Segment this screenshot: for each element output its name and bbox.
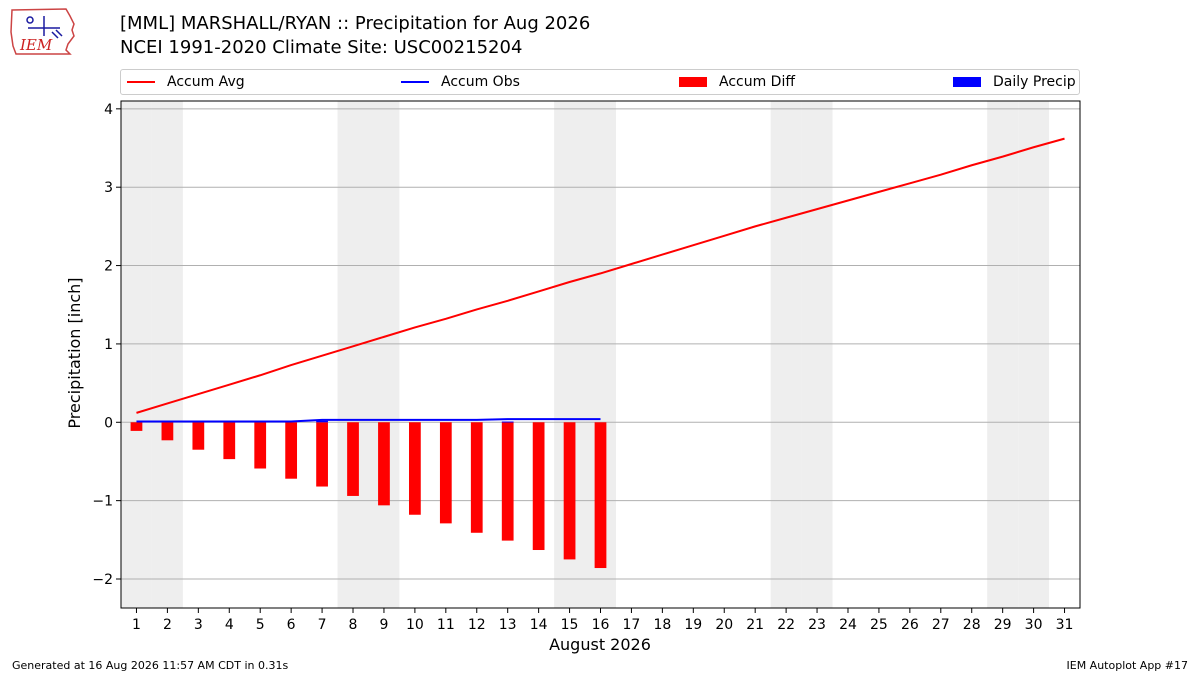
lines (136, 137, 1065, 423)
y-tick-label-0: −2 (92, 572, 113, 588)
shade-day-8 (337, 101, 369, 608)
accum-diff-bar-4 (223, 422, 236, 460)
x-axis-label: August 2026 (549, 635, 651, 654)
legend-label-accum-obs: Accum Obs (441, 74, 520, 90)
x-tick-label-24: 24 (839, 617, 857, 633)
y-axis: −2 −1 0 1 2 3 4 (92, 102, 121, 588)
x-tick-label-1: 1 (132, 617, 141, 633)
accum-diff-bar-5 (254, 422, 267, 469)
x-tick-label-7: 7 (318, 617, 327, 633)
x-tick-label-21: 21 (746, 617, 764, 633)
x-tick-label-14: 14 (530, 617, 548, 633)
accum-diff-bar-8 (347, 422, 359, 496)
weather-station-icon (26, 16, 63, 39)
x-tick-label-17: 17 (623, 617, 641, 633)
x-tick-label-3: 3 (194, 617, 203, 633)
iem-logo-text: IEM (19, 36, 53, 54)
x-tick-label-26: 26 (901, 617, 919, 633)
legend: Accum Avg Accum Obs Accum Diff Daily Pre… (120, 69, 1080, 95)
legend-label-accum-avg: Accum Avg (167, 74, 245, 90)
accum-diff-bar-10 (409, 422, 421, 515)
shade-day-2 (151, 101, 183, 608)
legend-swatch-accum-obs (401, 81, 429, 83)
shade-day-23 (801, 101, 833, 608)
bars (130, 420, 607, 569)
x-tick-label-19: 19 (684, 617, 702, 633)
accum-diff-bar-12 (470, 422, 483, 533)
footer-app: IEM Autoplot App #17 (1066, 659, 1189, 672)
x-tick-label-25: 25 (870, 617, 888, 633)
x-tick-label-31: 31 (1056, 617, 1074, 633)
footer-generated: Generated at 16 Aug 2026 11:57 AM CDT in… (12, 659, 289, 672)
x-tick-label-28: 28 (963, 617, 981, 633)
legend-item-daily-precip: Daily Precip (953, 70, 1076, 94)
weekend-shading (121, 101, 1050, 608)
y-tick-label-5: 3 (104, 180, 113, 196)
daily-precip-bar-7 (316, 420, 328, 423)
x-tick-label-5: 5 (256, 617, 265, 633)
legend-swatch-accum-diff (679, 77, 707, 87)
legend-swatch-accum-avg (127, 81, 155, 83)
y-tick-label-2: 0 (104, 415, 113, 431)
accum-diff-bar-15 (563, 422, 576, 560)
legend-item-accum-obs: Accum Obs (401, 70, 520, 94)
legend-swatch-daily-precip (953, 77, 981, 87)
x-tick-label-18: 18 (653, 617, 671, 633)
legend-label-daily-precip: Daily Precip (993, 74, 1076, 90)
y-tick-label-6: 4 (104, 102, 113, 118)
accum-diff-bar-7 (316, 422, 328, 487)
x-tick-label-16: 16 (592, 617, 610, 633)
x-tick-label-4: 4 (225, 617, 234, 633)
accum-diff-bar-16 (594, 422, 607, 569)
accum-diff-bar-3 (192, 422, 205, 450)
x-tick-label-27: 27 (932, 617, 950, 633)
x-tick-label-13: 13 (499, 617, 517, 633)
daily-precip-bar-13 (501, 421, 514, 423)
x-tick-label-9: 9 (379, 617, 388, 633)
accum-diff-bar-6 (285, 422, 298, 479)
y-tick-label-3: 1 (104, 337, 113, 353)
iem-logo: IEM (10, 8, 75, 55)
accum-diff-bar-14 (532, 422, 545, 551)
legend-item-accum-avg: Accum Avg (127, 70, 245, 94)
legend-label-accum-diff: Accum Diff (719, 74, 796, 90)
shade-day-30 (1018, 101, 1050, 608)
x-tick-label-22: 22 (777, 617, 795, 633)
x-tick-label-23: 23 (808, 617, 826, 633)
accum-obs-line (136, 418, 601, 423)
y-tick-label-4: 2 (104, 259, 113, 275)
x-tick-label-10: 10 (406, 617, 424, 633)
shade-day-29 (987, 101, 1019, 608)
x-tick-label-8: 8 (349, 617, 358, 633)
shade-day-1 (121, 101, 152, 608)
x-tick-label-6: 6 (287, 617, 296, 633)
x-axis: 1 2 3 4 5 6 7 8 9 10 11 12 13 14 15 16 17 18 19 20 21 22 23 24 2… (132, 608, 1073, 633)
chart-title: [MML] MARSHALL/RYAN :: Precipitation for… (120, 13, 591, 34)
y-tick-label-1: −1 (92, 494, 113, 510)
accum-diff-bar-9 (378, 422, 390, 506)
x-tick-label-15: 15 (561, 617, 579, 633)
accum-diff-bar-11 (439, 422, 452, 524)
legend-item-accum-diff: Accum Diff (679, 70, 795, 94)
chart-subtitle: NCEI 1991-2020 Climate Site: USC00215204 (120, 37, 523, 58)
x-tick-label-29: 29 (994, 617, 1012, 633)
accum-diff-bar-2 (161, 422, 174, 441)
shade-day-22 (770, 101, 802, 608)
accum-diff-bar-13 (501, 422, 514, 541)
accum-avg-line (136, 137, 1065, 414)
shade-day-9 (368, 101, 400, 608)
x-tick-label-30: 30 (1025, 617, 1043, 633)
y-axis-label: Precipitation [inch] (65, 277, 84, 428)
x-tick-label-11: 11 (437, 617, 455, 633)
x-tick-label-12: 12 (468, 617, 486, 633)
x-tick-label-2: 2 (163, 617, 172, 633)
x-tick-label-20: 20 (715, 617, 733, 633)
accum-diff-bar-1 (130, 422, 143, 431)
